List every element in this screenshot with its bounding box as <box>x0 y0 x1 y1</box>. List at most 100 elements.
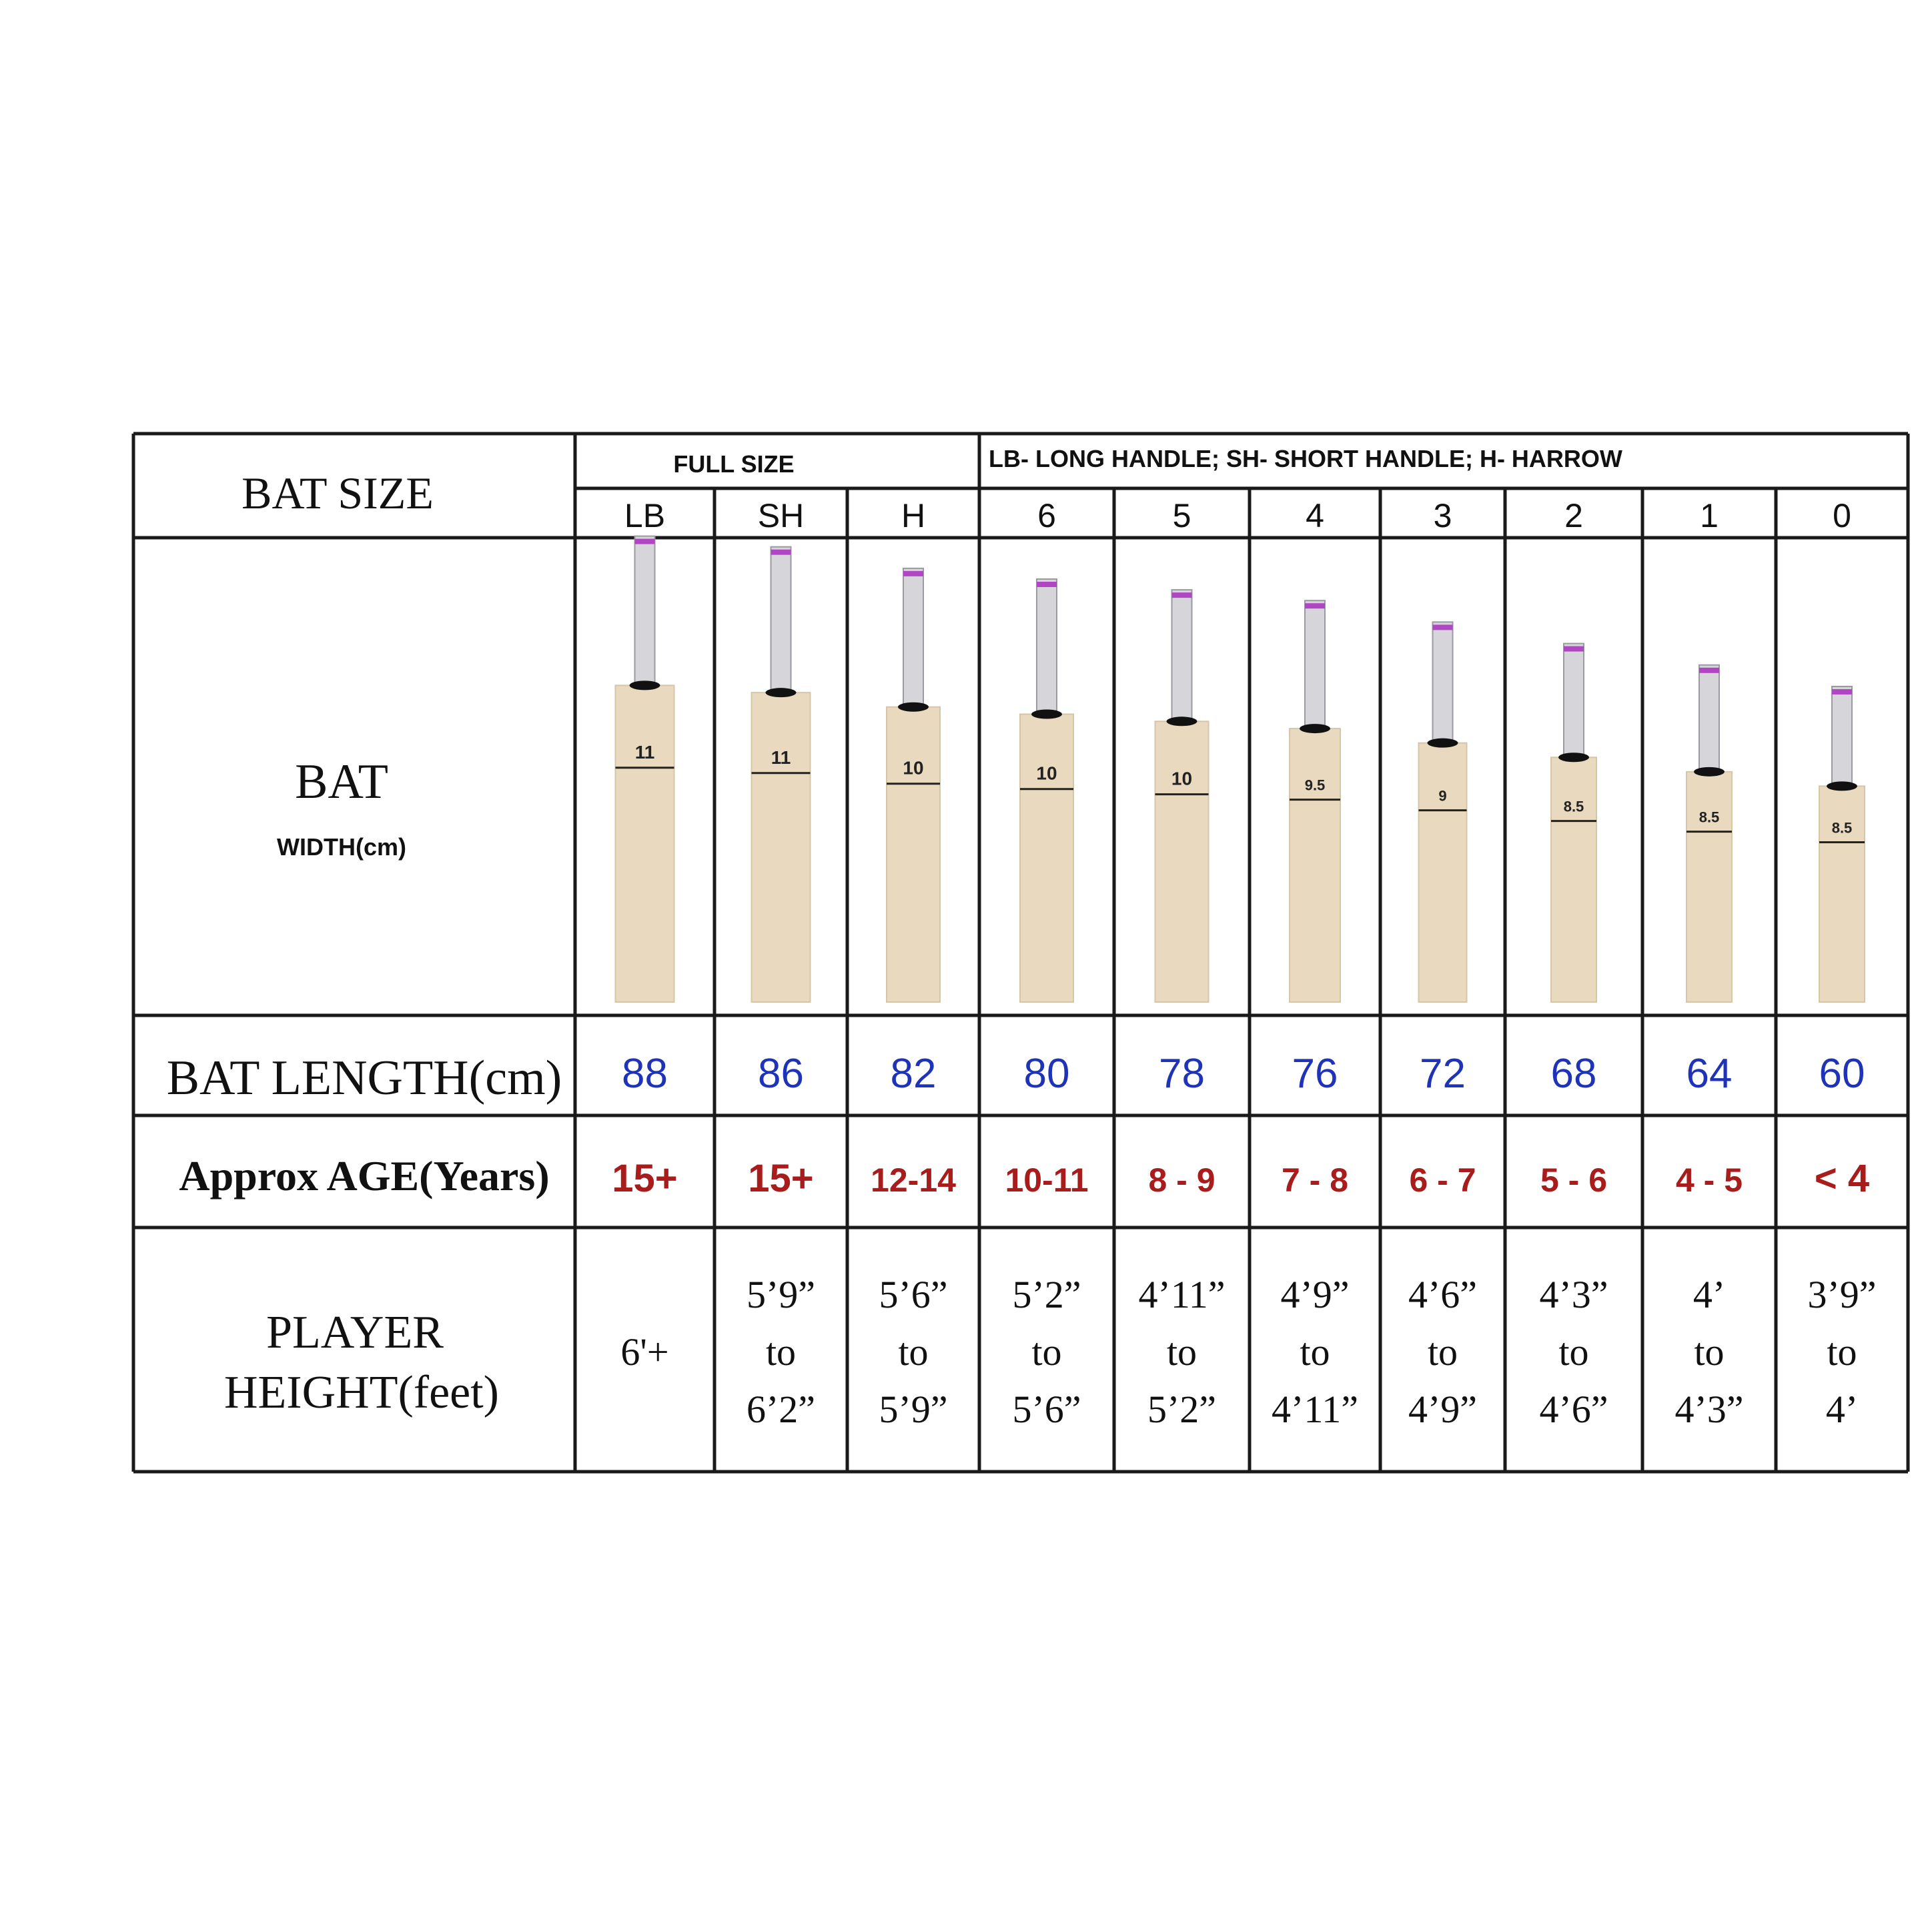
bat-grip <box>1304 600 1326 730</box>
age-value: 15+ <box>748 1157 813 1200</box>
length-value: 76 <box>1292 1051 1338 1097</box>
height-value: 3’9” <box>1807 1273 1876 1316</box>
width-value: 10 <box>1036 763 1057 784</box>
size-header: 4 <box>1306 497 1324 534</box>
size-header: 6 <box>1037 497 1056 534</box>
bat-grip-band <box>1305 603 1325 609</box>
width-row-label: WIDTH(cm) <box>277 833 406 861</box>
length-value: 68 <box>1551 1051 1597 1097</box>
height-value: 5’2” <box>1147 1388 1216 1431</box>
size-column-6: 6 10 80 10-11 5’2” to 5’6” <box>1005 497 1088 1431</box>
age-value: 4 - 5 <box>1676 1161 1743 1199</box>
size-header: 2 <box>1564 497 1583 534</box>
length-row-label: BAT LENGTH(cm) <box>167 1051 562 1105</box>
bat-shoulder <box>1031 709 1062 719</box>
height-value: 5’6” <box>1012 1388 1081 1431</box>
length-value: 72 <box>1420 1051 1466 1097</box>
height-value: to <box>1428 1330 1458 1374</box>
bat-grip <box>634 535 656 686</box>
bat-grip <box>1036 578 1057 715</box>
bat-shoulder <box>1427 738 1458 748</box>
height-value: to <box>898 1330 928 1374</box>
bat-grip-band <box>1832 689 1852 694</box>
height-value: to <box>1694 1330 1724 1374</box>
bat-grip-band <box>1432 624 1453 630</box>
bat-shoulder <box>765 688 797 698</box>
bat-grip <box>1699 664 1720 773</box>
height-value: 5’9” <box>879 1388 947 1431</box>
width-value: 10 <box>903 758 923 779</box>
height-row-label-2: HEIGHT(feet) <box>224 1367 499 1418</box>
bat-illustration: 8.5 <box>1550 642 1597 1003</box>
height-value: 4’11” <box>1139 1273 1226 1316</box>
length-value: 80 <box>1024 1051 1070 1097</box>
width-value: 9 <box>1438 788 1446 805</box>
size-column-4: 4 9.5 76 7 - 8 4’9” to 4’11” <box>1272 497 1358 1431</box>
bat-size-label: BAT SIZE <box>242 468 434 518</box>
height-value: to <box>1558 1330 1588 1374</box>
size-header: 0 <box>1833 497 1851 534</box>
size-header: H <box>901 497 925 534</box>
width-value: 11 <box>771 747 791 768</box>
length-value: 64 <box>1686 1051 1733 1097</box>
bat-shoulder <box>1694 767 1725 777</box>
bat-grip-band <box>1171 592 1192 598</box>
bat-grip <box>770 546 792 694</box>
bat-illustration: 9.5 <box>1289 600 1341 1003</box>
width-value: 8.5 <box>1564 799 1584 815</box>
full-size-label: FULL SIZE <box>673 450 794 478</box>
bat-blade <box>1154 720 1210 1003</box>
bat-illustration: 11 <box>614 535 675 1003</box>
height-value: to <box>766 1330 796 1374</box>
size-header: 3 <box>1434 497 1452 534</box>
age-value: 10-11 <box>1005 1161 1088 1199</box>
height-value: 4’6” <box>1539 1388 1608 1431</box>
size-column-2: 2 8.5 68 5 - 6 4’3” to 4’6” <box>1539 497 1608 1431</box>
height-value: to <box>1300 1330 1330 1374</box>
height-value: 4’6” <box>1408 1273 1477 1316</box>
bat-illustration: 8.5 <box>1686 664 1733 1003</box>
bat-blade <box>1289 728 1341 1003</box>
height-value: 4’ <box>1826 1388 1858 1431</box>
bat-grip <box>1563 642 1584 759</box>
size-column-5: 5 10 78 8 - 9 4’11” to 5’2” <box>1139 497 1226 1431</box>
bat-grip-band <box>903 570 923 576</box>
age-value: 15+ <box>612 1157 677 1200</box>
height-value: 4’9” <box>1280 1273 1349 1316</box>
length-value: 78 <box>1159 1051 1205 1097</box>
size-column-LB: LB 11 88 15+ 6'+ <box>612 497 677 1374</box>
bat-shoulder <box>898 702 929 712</box>
bat-blade <box>1418 742 1468 1003</box>
height-value: 5’2” <box>1012 1273 1081 1316</box>
bat-blade <box>1019 713 1074 1003</box>
age-value: < 4 <box>1815 1157 1869 1200</box>
height-value: to <box>1167 1330 1197 1374</box>
bat-blade <box>1819 785 1865 1003</box>
bat-row-label: BAT <box>295 755 388 809</box>
height-value: 4’11” <box>1272 1388 1358 1431</box>
width-value: 11 <box>635 742 655 763</box>
width-value: 8.5 <box>1832 820 1853 837</box>
age-value: 7 - 8 <box>1282 1161 1348 1199</box>
bat-grip <box>1171 589 1193 722</box>
length-value: 60 <box>1819 1051 1865 1097</box>
age-value: 12-14 <box>871 1161 956 1199</box>
bat-blade <box>1686 771 1733 1003</box>
bat-shoulder <box>1300 724 1330 734</box>
table-grid <box>131 432 1910 1474</box>
bat-grip <box>903 567 924 708</box>
bat-illustration: 10 <box>1019 578 1074 1003</box>
bat-grip-band <box>1564 646 1584 652</box>
height-value: 4’3” <box>1674 1388 1743 1431</box>
bat-illustration: 10 <box>886 567 941 1003</box>
bat-illustration: 10 <box>1154 589 1210 1003</box>
age-value: 5 - 6 <box>1540 1161 1607 1199</box>
size-header: SH <box>758 497 804 534</box>
age-row-label: Approx AGE(Years) <box>179 1152 549 1199</box>
width-value: 10 <box>1171 769 1192 789</box>
bat-grip-band <box>1699 667 1719 673</box>
length-value: 88 <box>622 1051 668 1097</box>
height-value: 6’2” <box>747 1388 815 1431</box>
bat-illustration: 11 <box>751 546 811 1003</box>
